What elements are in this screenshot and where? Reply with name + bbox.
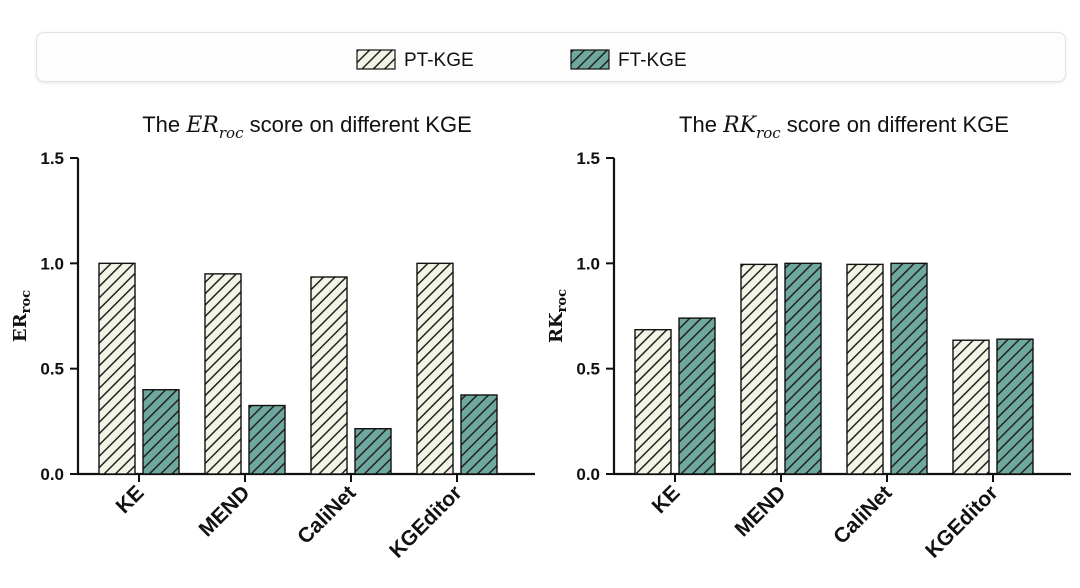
legend-swatch-ft [570, 49, 610, 70]
legend-box [36, 32, 1066, 82]
x-tick-label: KGEditor [385, 481, 466, 562]
y-axis-label-rk: RKroc [546, 289, 570, 343]
x-tick-label: KE [648, 481, 685, 518]
x-tick-label: CaliNet [293, 481, 360, 548]
bar-ft-mend [784, 262, 822, 475]
chart-title-rk: The RKroc score on different KGE [679, 112, 1009, 142]
x-tick-label: CaliNet [829, 481, 896, 548]
bar-ft-ke [678, 317, 716, 475]
bar-ft-kgeditor [460, 394, 498, 475]
bar-pt-ke [634, 328, 672, 475]
y-tick-label: 1.0 [576, 254, 600, 273]
bar-pt-mend [204, 273, 242, 475]
y-tick-label: 0.5 [576, 360, 600, 379]
y-tick-label: 0.0 [40, 465, 64, 484]
x-tick-label: KGEditor [921, 481, 1002, 562]
bar-pt-ke [98, 262, 136, 475]
chart-panel-er: The ERroc score on different KGE ERroc 0.0… [10, 112, 535, 563]
bar-ft-ke [142, 389, 180, 475]
y-tick-label: 1.0 [40, 254, 64, 273]
legend-swatch-pt [356, 49, 396, 70]
bar-pt-kgeditor [416, 262, 454, 475]
y-tick-label: 1.5 [40, 149, 64, 168]
legend-label-pt: PT-KGE [404, 50, 474, 71]
y-tick-label: 1.5 [576, 149, 600, 168]
bar-ft-calinet [354, 428, 392, 475]
bar-pt-kgeditor [952, 339, 990, 475]
y-tick-label: 0.5 [40, 360, 64, 379]
bar-ft-mend [248, 404, 286, 475]
x-tick-label: MEND [195, 481, 255, 541]
y-axis-label-er: ERroc [10, 290, 34, 342]
bar-pt-calinet [846, 263, 884, 475]
x-tick-label: MEND [731, 481, 791, 541]
y-tick-label: 0.0 [576, 465, 600, 484]
bar-ft-kgeditor [996, 338, 1034, 475]
legend-label-ft: FT-KGE [618, 50, 687, 71]
bar-pt-mend [740, 263, 778, 475]
chart-panel-rk: The RKroc score on different KGE RKroc 0.0… [546, 112, 1071, 563]
chart-title-er: The ERroc score on different KGE [142, 112, 472, 142]
bar-pt-calinet [310, 276, 348, 475]
x-tick-label: KE [112, 481, 149, 518]
bar-ft-calinet [890, 262, 928, 475]
